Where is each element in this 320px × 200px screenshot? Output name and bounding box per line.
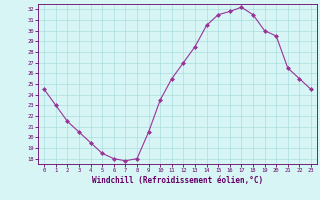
X-axis label: Windchill (Refroidissement éolien,°C): Windchill (Refroidissement éolien,°C)	[92, 176, 263, 185]
